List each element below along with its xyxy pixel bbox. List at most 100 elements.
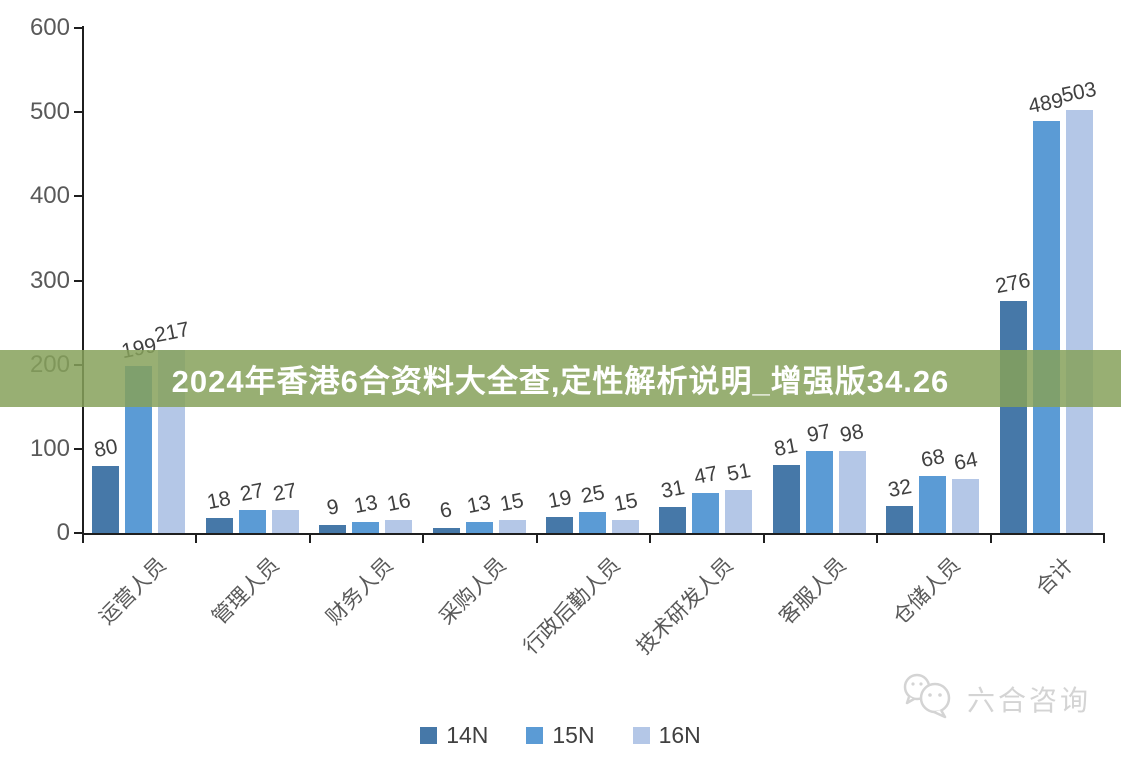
bar-16N-7: [838, 450, 866, 533]
x-tick-mark: [535, 533, 538, 543]
y-tick-label: 300: [29, 266, 70, 294]
value-label: 6: [438, 498, 454, 523]
value-label: 13: [465, 491, 493, 519]
x-category-label: 仓储人员: [888, 553, 965, 630]
value-label: 13: [351, 491, 380, 519]
value-label: 51: [725, 459, 753, 487]
x-axis-line: [82, 533, 1105, 535]
y-tick-mark: [74, 532, 83, 534]
bar-16N-4: [498, 520, 526, 533]
value-label: 217: [152, 318, 192, 348]
x-category-label: 客服人员: [775, 553, 852, 630]
bar-15N-6: [692, 493, 720, 533]
y-tick-label: 400: [29, 182, 70, 210]
value-label: 32: [886, 475, 914, 503]
x-tick-mark: [762, 533, 765, 543]
wechat-chat-bubbles-icon: [899, 672, 957, 725]
bar-14N-6: [659, 506, 687, 533]
x-category-label: 财务人员: [321, 553, 398, 630]
x-tick-mark: [82, 533, 84, 543]
bar-15N-2: [238, 510, 266, 533]
bar-16N-5: [612, 520, 639, 533]
bar-15N-8: [919, 475, 947, 533]
x-category-label: 运营人员: [94, 553, 171, 630]
legend: 14N 15N 16N: [0, 722, 1121, 749]
y-tick-label: 0: [56, 519, 70, 546]
bar-14N-1: [92, 465, 120, 533]
x-tick-mark: [195, 533, 198, 543]
x-tick-mark: [422, 533, 425, 543]
x-category-label: 行政后勤人员: [518, 553, 625, 659]
value-label: 98: [838, 419, 866, 447]
legend-item-15N: 15N: [526, 722, 595, 749]
bar-14N-4: [432, 527, 460, 533]
bar-14N-2: [205, 517, 233, 533]
value-label: 97: [805, 420, 833, 448]
bar-14N-8: [886, 506, 914, 533]
value-label: 18: [205, 486, 233, 514]
bar-14N-3: [319, 525, 347, 533]
y-tick-label: 600: [29, 14, 70, 41]
watermark-text: 六合咨询: [966, 684, 1091, 716]
y-axis-line: [82, 26, 84, 535]
y-tick-mark: [74, 27, 83, 29]
x-category-label: 管理人员: [208, 553, 284, 630]
x-tick-mark: [989, 533, 992, 543]
y-tick-label: 500: [29, 98, 70, 126]
bar-16N-2: [271, 510, 299, 533]
value-label: 15: [611, 489, 640, 517]
x-category-label: 采购人员: [435, 553, 511, 630]
legend-swatch: [526, 727, 544, 744]
bar-15N-5: [579, 511, 606, 533]
legend-swatch: [632, 727, 650, 744]
banner-title: 2024年香港6合资料大全查,定性解析说明_增强版34.26: [171, 364, 950, 399]
value-label: 47: [692, 462, 720, 490]
value-label: 503: [1059, 77, 1099, 107]
value-label: 16: [384, 488, 413, 516]
bar-15N-4: [465, 522, 493, 533]
legend-label: 15N: [552, 722, 595, 748]
bar-15N-9: [1032, 121, 1060, 533]
x-tick-mark: [1103, 533, 1105, 543]
watermark: 六合咨询: [899, 672, 1091, 725]
value-label: 27: [271, 479, 299, 507]
x-tick-mark: [649, 533, 652, 543]
bar-14N-9: [999, 300, 1027, 533]
value-label: 68: [919, 444, 947, 472]
x-category-label: 技术研发人员: [632, 553, 738, 659]
value-label: 80: [91, 434, 120, 462]
bar-14N-7: [772, 464, 800, 533]
y-tick-mark: [74, 195, 83, 198]
title-banner: 2024年香港6合资料大全查,定性解析说明_增强版34.26: [0, 350, 1121, 407]
y-tick-mark: [74, 279, 83, 282]
y-tick-label: 100: [29, 434, 70, 462]
bar-15N-3: [352, 522, 380, 533]
value-label: 15: [498, 489, 526, 517]
y-tick-mark: [74, 447, 83, 450]
bar-16N-3: [385, 519, 413, 533]
bar-16N-6: [725, 490, 753, 533]
x-category-label: 合计: [1032, 553, 1079, 600]
y-tick-mark: [74, 111, 83, 114]
value-label: 19: [545, 485, 574, 514]
legend-swatch: [420, 727, 438, 744]
legend-label: 14N: [446, 722, 489, 748]
value-label: 25: [578, 480, 607, 508]
bar-16N-8: [952, 479, 980, 533]
bar-16N-9: [1065, 109, 1093, 533]
value-label: 31: [659, 475, 687, 503]
legend-item-16N: 16N: [632, 722, 701, 749]
value-label: 81: [772, 433, 800, 461]
value-label: 9: [324, 495, 341, 521]
legend-label: 16N: [658, 722, 701, 748]
value-label: 489: [1026, 89, 1066, 119]
legend-item-14N: 14N: [420, 722, 488, 749]
value-label: 276: [993, 268, 1033, 298]
value-label: 27: [238, 479, 266, 507]
bar-15N-7: [805, 451, 833, 533]
value-label: 64: [952, 448, 980, 476]
x-tick-mark: [876, 533, 879, 543]
bar-14N-5: [546, 517, 573, 533]
x-tick-mark: [308, 533, 311, 543]
